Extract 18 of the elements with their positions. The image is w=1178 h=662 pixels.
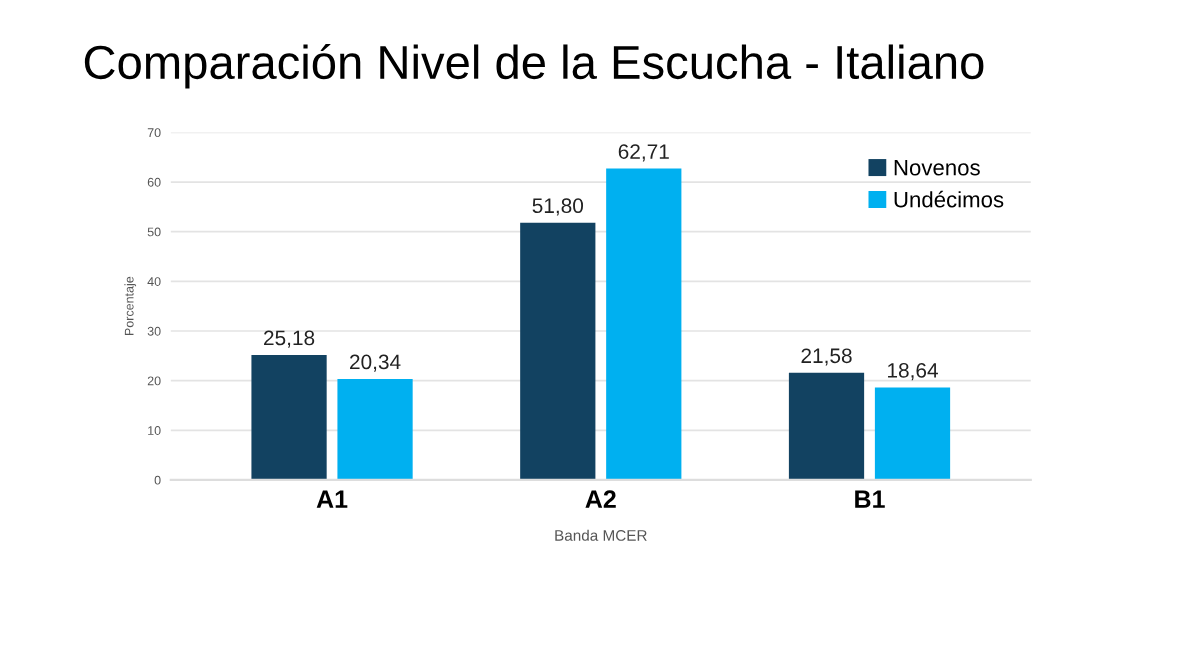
data-label: 25,18: [264, 330, 315, 348]
legend-label: Undécimos: [894, 190, 1004, 208]
bar: [251, 354, 327, 480]
data-label: 51,80: [532, 198, 584, 216]
x-tick-label: A1: [316, 490, 348, 508]
data-label: 62,71: [618, 144, 669, 162]
bar: [520, 222, 596, 480]
bar: [606, 168, 682, 480]
bar: [788, 372, 865, 480]
data-label: 21,58: [801, 348, 852, 366]
x-tick-label: B1: [855, 490, 885, 508]
chart-title: Comparación Nivel de la Escucha - Italiano: [84, 43, 984, 89]
bar: [874, 387, 951, 480]
data-label: 18,64: [888, 362, 938, 381]
bar: [337, 378, 413, 480]
x-tick-label: A2: [585, 490, 616, 508]
legend-label: Novenos: [894, 160, 980, 176]
data-label: 20,34: [350, 354, 401, 372]
